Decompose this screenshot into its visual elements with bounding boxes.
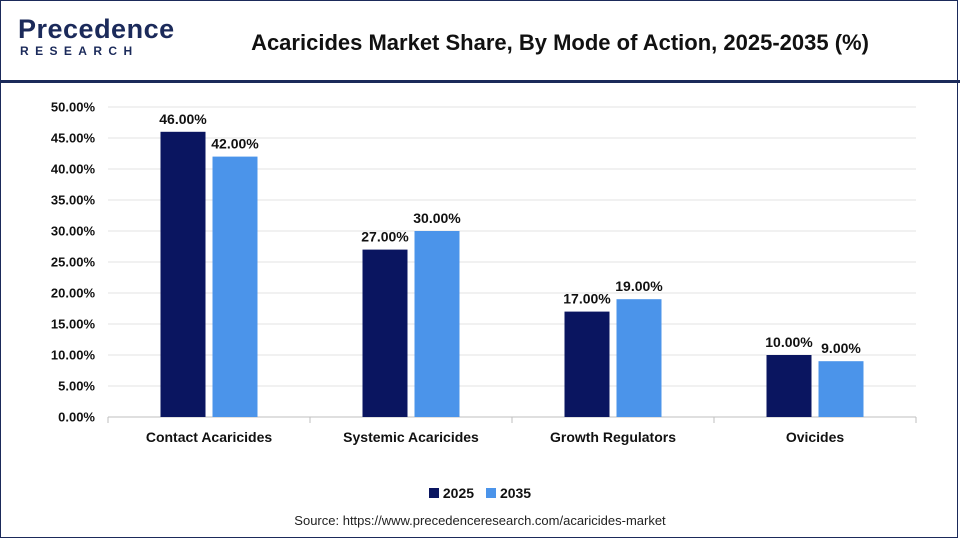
data-label-2035: 30.00% — [413, 210, 461, 226]
brand-logo: Precedence RESEARCH — [18, 14, 174, 64]
legend-item-2025: 2025 — [428, 485, 475, 501]
data-label-2025: 27.00% — [361, 229, 409, 245]
data-label-2025: 46.00% — [159, 111, 207, 127]
chart-title: Acaricides Market Share, By Mode of Acti… — [251, 30, 869, 55]
y-tick-label: 5.00% — [58, 379, 95, 394]
data-label-2035: 9.00% — [821, 340, 861, 356]
y-tick-label: 45.00% — [51, 131, 96, 146]
bar-2035 — [414, 231, 460, 417]
legend-label-2025: 2025 — [442, 485, 475, 501]
legend-item-2035: 2035 — [485, 485, 532, 501]
bar-2035 — [212, 156, 258, 417]
y-tick-label: 30.00% — [51, 224, 96, 239]
y-tick-label: 40.00% — [51, 162, 96, 177]
logo-main-text: Precedence — [18, 14, 175, 44]
x-tick-label: Contact Acaricides — [146, 429, 273, 445]
bar-2025 — [160, 131, 206, 418]
legend-label-2035: 2035 — [499, 485, 532, 501]
y-tick-label: 25.00% — [51, 255, 96, 270]
bar-2025 — [766, 355, 812, 417]
legend-swatch-2025 — [428, 488, 439, 499]
data-label-2035: 42.00% — [211, 136, 259, 152]
logo-sub-text: RESEARCH — [20, 44, 139, 58]
data-label-2035: 19.00% — [615, 278, 663, 294]
y-tick-label: 35.00% — [51, 193, 96, 208]
y-tick-label: 50.00% — [51, 100, 96, 115]
y-tick-label: 0.00% — [58, 410, 95, 425]
legend-swatch-2035 — [485, 488, 496, 499]
y-tick-label: 15.00% — [51, 317, 96, 332]
x-tick-label: Ovicides — [786, 429, 845, 445]
bar-chart: 0.00% 5.00% 10.00% 15.00% 20.00% 25.00% 30.00%… — [51, 100, 917, 445]
bar-2035 — [616, 299, 662, 417]
header-divider — [0, 80, 960, 83]
chart-legend: 2025 2035 — [0, 485, 960, 501]
source-note: Source: https://www.precedenceresearch.c… — [294, 513, 666, 528]
y-tick-label: 20.00% — [51, 286, 96, 301]
header: Precedence RESEARCH Acaricides Market Sh… — [0, 0, 960, 80]
bar-2025 — [564, 311, 610, 417]
x-tick-label: Systemic Acaricides — [343, 429, 479, 445]
x-tick-label: Growth Regulators — [550, 429, 676, 445]
y-tick-label: 10.00% — [51, 348, 96, 363]
bar-2035 — [818, 361, 864, 417]
bar-2025 — [362, 249, 408, 417]
data-label-2025: 17.00% — [563, 291, 611, 307]
data-label-2025: 10.00% — [765, 334, 813, 350]
